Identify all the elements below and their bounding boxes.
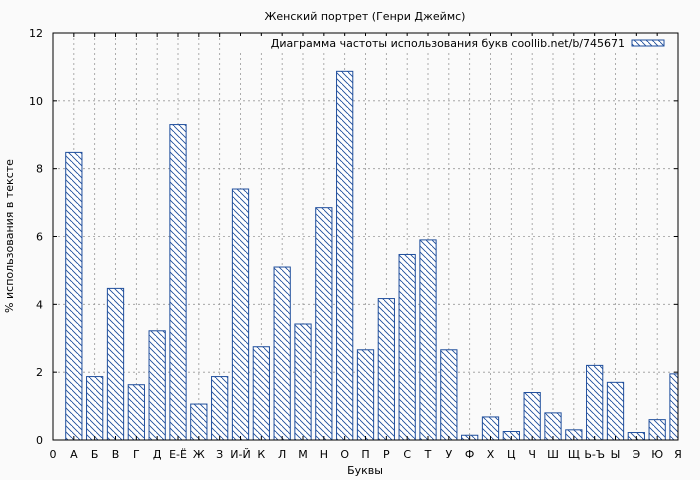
legend-box	[240, 36, 672, 52]
x-tick-label: С	[403, 448, 411, 461]
y-tick-label: 12	[29, 27, 43, 40]
x-tick-label: Щ	[568, 448, 580, 461]
bar	[65, 151, 83, 441]
x-tick-label: Р	[383, 448, 390, 461]
bar	[127, 384, 145, 441]
x-tick-label: Э	[632, 448, 640, 461]
x-tick-label: Л	[278, 448, 286, 461]
x-tick-label: Х	[487, 448, 495, 461]
bar	[169, 124, 187, 441]
x-tick-label: Ш	[547, 448, 559, 461]
bar	[315, 207, 333, 441]
legend-swatch	[631, 39, 665, 47]
x-ticks: 0 А Б В Г Д Е-Ё Ж З И-Й К Л М Н О П Р С Т У Ф Х Ц Ч Ш Щ Ь-Ъ Ы Э Ю Я	[50, 33, 682, 461]
x-tick-label: Е-Ё	[169, 448, 187, 461]
x-tick-label: К	[257, 448, 265, 461]
x-tick-label: О	[340, 448, 349, 461]
y-tick-label: 2	[36, 366, 43, 379]
grid	[53, 33, 678, 440]
bar	[336, 70, 354, 441]
x-tick-label: Ц	[507, 448, 516, 461]
bar	[398, 253, 416, 441]
bar	[606, 381, 625, 441]
bar	[544, 412, 562, 441]
x-tick-label: Н	[320, 448, 328, 461]
x-tick-label: Ч	[528, 448, 536, 461]
x-tick-label: А	[70, 448, 78, 461]
x-tick-label: Ю	[651, 448, 663, 461]
bars	[65, 70, 679, 441]
x-tick-label: У	[445, 448, 452, 461]
y-axis-label: % использования в тексте	[3, 159, 16, 313]
bar	[190, 403, 208, 441]
x-tick-label: Я	[674, 448, 682, 461]
x-tick-label: Д	[153, 448, 162, 461]
bar	[377, 298, 395, 441]
legend: Диаграмма частоты использования букв coo…	[240, 36, 672, 52]
bar	[523, 392, 541, 441]
x-axis-label: Буквы	[347, 464, 383, 477]
x-tick-label: Ь-Ъ	[584, 448, 605, 461]
x-tick-label: М	[298, 448, 308, 461]
y-ticks: 0 2 4 6 8 10 12	[29, 27, 678, 447]
bar	[440, 349, 458, 441]
y-tick-label: 8	[36, 163, 43, 176]
x-tick-label: П	[361, 448, 369, 461]
y-tick-label: 4	[36, 298, 43, 311]
y-tick-label: 0	[36, 434, 43, 447]
bar	[273, 266, 291, 441]
bar	[86, 376, 104, 441]
bar	[669, 373, 679, 441]
x-tick-label: Ж	[193, 448, 205, 461]
bar	[148, 330, 166, 441]
bar	[294, 323, 312, 441]
x-tick-label: 0	[50, 448, 57, 461]
bar	[586, 364, 604, 441]
y-tick-label: 6	[36, 231, 43, 244]
x-tick-label: Ф	[465, 448, 474, 461]
chart-title: Женский портрет (Генри Джеймс)	[265, 10, 466, 23]
bar	[231, 188, 250, 441]
legend-label: Диаграмма частоты использования букв coo…	[271, 37, 625, 50]
x-tick-label: И-Й	[230, 448, 250, 461]
x-tick-label: З	[216, 448, 223, 461]
x-tick-label: Б	[91, 448, 99, 461]
bar	[419, 239, 437, 441]
x-tick-label: Т	[424, 448, 432, 461]
bar	[356, 349, 375, 441]
x-tick-label: Ы	[611, 448, 621, 461]
x-tick-label: Г	[133, 448, 140, 461]
bar	[106, 287, 125, 441]
x-tick-label: В	[112, 448, 120, 461]
y-tick-label: 10	[29, 95, 43, 108]
bar	[211, 376, 229, 441]
bar	[252, 346, 270, 441]
